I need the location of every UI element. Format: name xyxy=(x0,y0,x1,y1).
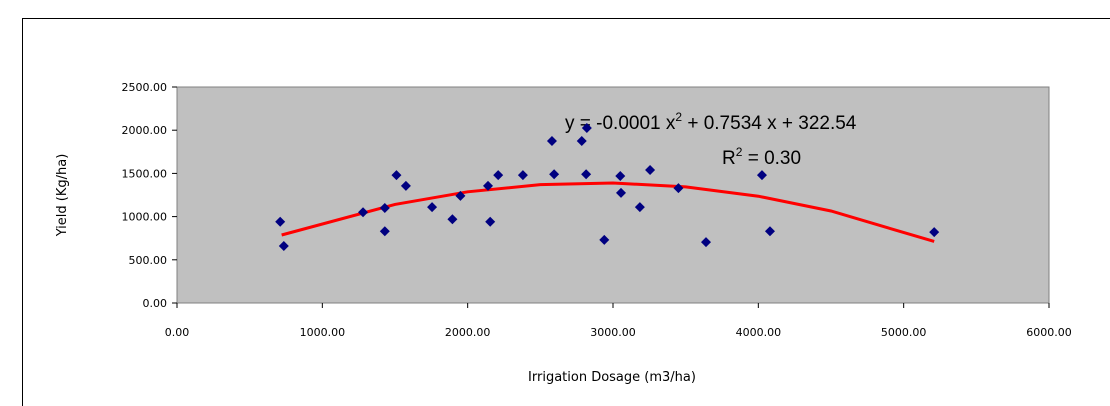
point xyxy=(599,234,610,245)
r-power: 2 xyxy=(736,145,743,159)
x-tick-label: 4000.00 xyxy=(736,326,782,339)
x-axis-title: Irrigation Dosage (m3/ha) xyxy=(528,370,696,385)
r-squared: R2 = 0.30 xyxy=(722,145,801,169)
x-tick-label: 5000.00 xyxy=(881,326,927,339)
x-tick-label: 1000.00 xyxy=(300,326,346,339)
point xyxy=(645,164,656,175)
point xyxy=(756,170,767,181)
point xyxy=(581,169,592,180)
point xyxy=(485,216,496,227)
point xyxy=(673,183,684,194)
trendline-equation: y = -0.0001 x2 + 0.7534 x + 322.54 xyxy=(565,110,857,134)
point xyxy=(493,170,504,181)
point xyxy=(379,226,390,237)
point xyxy=(549,169,560,180)
point xyxy=(400,180,411,191)
point xyxy=(275,216,286,227)
y-axis-title: Yield (Kg/ha) xyxy=(55,154,70,238)
point xyxy=(379,202,390,213)
point xyxy=(576,136,587,146)
x-tick-label: 3000.00 xyxy=(590,326,636,339)
point xyxy=(391,170,402,181)
plot-area xyxy=(176,86,1050,304)
x-tick-label: 0.00 xyxy=(165,326,190,339)
y-tick-label: 1000.00 xyxy=(122,211,168,224)
y-tick-label: 0.00 xyxy=(143,297,168,310)
r-symbol: R xyxy=(722,148,736,169)
x-tick-label: 6000.00 xyxy=(1026,326,1072,339)
equation-left: y = -0.0001 x xyxy=(565,113,676,134)
point xyxy=(615,170,626,181)
point xyxy=(517,170,528,181)
point xyxy=(546,136,557,146)
point xyxy=(615,187,626,198)
point xyxy=(447,214,458,225)
y-tick-label: 500.00 xyxy=(129,254,168,267)
point xyxy=(581,123,592,134)
point xyxy=(701,237,712,248)
equation-power: 2 xyxy=(675,110,682,124)
equation-right: + 0.7534 x + 322.54 xyxy=(682,113,857,134)
point xyxy=(483,180,494,191)
point xyxy=(358,207,369,218)
x-tick-label: 2000.00 xyxy=(445,326,491,339)
y-tick-label: 2500.00 xyxy=(122,81,168,94)
r-value: = 0.30 xyxy=(742,148,801,169)
point xyxy=(634,202,645,213)
point xyxy=(764,226,775,237)
point xyxy=(427,202,438,213)
point xyxy=(278,240,289,251)
y-tick-label: 1500.00 xyxy=(122,167,168,180)
point xyxy=(455,190,466,201)
trendline xyxy=(281,181,935,243)
y-tick-label: 2000.00 xyxy=(122,124,168,137)
point xyxy=(929,227,940,238)
